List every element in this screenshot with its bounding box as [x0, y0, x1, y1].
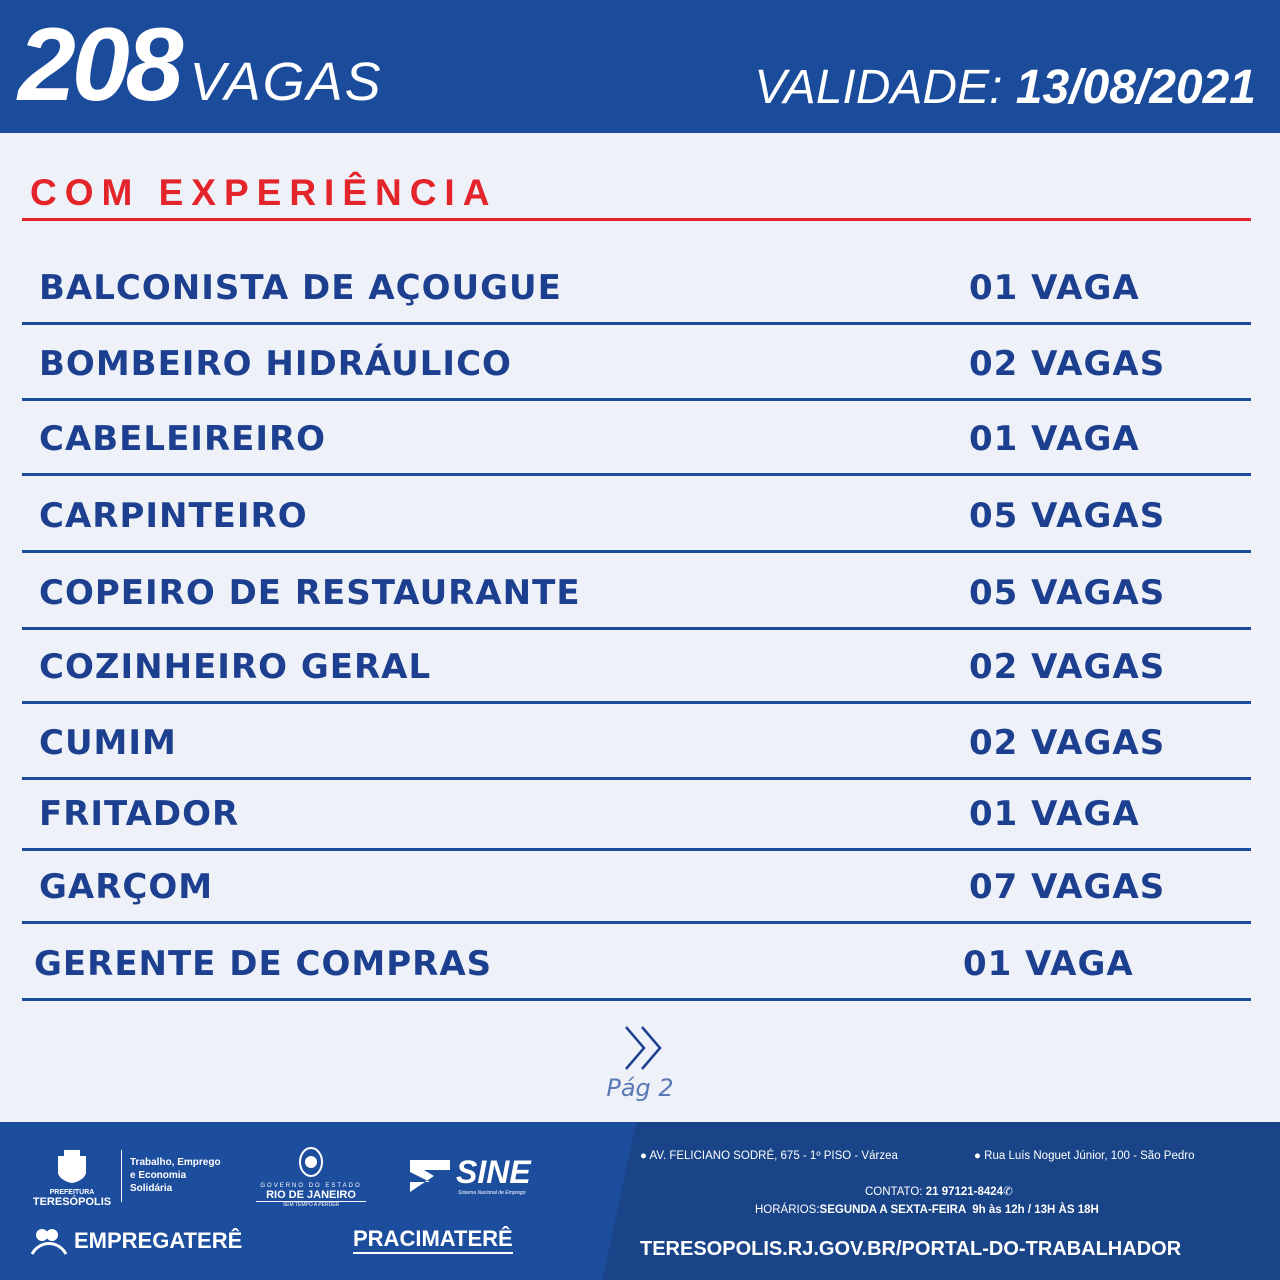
hours-value: SEGUNDA A SEXTA-FEIRA 9h às 12h / 13H ÀS…: [819, 1204, 1099, 1216]
governo-tag: SEM TEMPO A PERDER: [282, 1202, 340, 1208]
job-row: GARÇOM 07 VAGAS: [22, 848, 1251, 924]
job-row: CABELEIREIRO 01 VAGA: [22, 398, 1251, 476]
contact-phone[interactable]: 21 97121-8424: [925, 1186, 1004, 1198]
address-2-text: Rua Luís Noguet Júnior, 100 - São Pedro: [984, 1150, 1195, 1162]
vacancy-count-label: VAGAS: [189, 52, 383, 112]
prefeitura-small: PREFEITURA: [49, 1189, 95, 1196]
portal-link[interactable]: TERESOPOLIS.RJ.GOV.BR/PORTAL-DO-TRABALHA…: [640, 1238, 1182, 1260]
job-title: FRITADOR: [39, 794, 240, 834]
job-openings: 02 VAGAS: [969, 647, 1166, 687]
logo-divider: [121, 1150, 122, 1202]
secretaria-logo: Trabalho, Emprego e Economia Solidária: [130, 1156, 221, 1195]
job-openings: 01 VAGA: [963, 944, 1134, 984]
secretaria-line: Trabalho, Emprego: [130, 1157, 221, 1168]
job-title: CUMIM: [39, 723, 177, 763]
pracimatere-logo: PRACIMATERÊ: [353, 1226, 513, 1254]
job-openings: 01 VAGA: [969, 794, 1140, 834]
vacancy-count: 208: [18, 7, 184, 123]
job-row: FRITADOR 01 VAGA: [22, 777, 1251, 851]
job-title: GARÇOM: [39, 867, 214, 907]
job-row: COPEIRO DE RESTAURANTE 05 VAGAS: [22, 550, 1251, 630]
header: 208 VAGAS VALIDADE: 13/08/2021: [0, 0, 1280, 133]
empregatere-name: EMPREGATERÊ: [74, 1228, 243, 1253]
contact-label: CONTATO:: [865, 1186, 923, 1198]
job-title: GERENTE DE COMPRAS: [34, 944, 493, 984]
governo-logo: GOVERNO DO ESTADO RIO DE JANEIRO SEM TEM…: [256, 1144, 366, 1208]
coat-of-arms-icon: [58, 1150, 86, 1183]
job-openings: 01 VAGA: [969, 268, 1140, 308]
footer: PREFEITURA TERESÓPOLIS Trabalho, Emprego…: [0, 1122, 1280, 1280]
hours-label: HORÁRIOS:: [755, 1204, 820, 1216]
page-label[interactable]: Pág 2: [606, 1074, 674, 1102]
validity: VALIDADE: 13/08/2021: [754, 60, 1256, 115]
secretaria-line: Solidária: [130, 1183, 173, 1194]
governo-name: RIO DE JANEIRO: [256, 1189, 366, 1202]
contact: CONTATO: 21 97121-8424✆: [865, 1184, 1013, 1198]
sine-name: SINE: [456, 1154, 531, 1190]
sine-sub: Sistema Nacional de Emprego: [458, 1190, 526, 1196]
whatsapp-icon: ✆: [1003, 1186, 1013, 1198]
address-1: ● AV. FELICIANO SODRÉ, 675 - 1º PISO - V…: [640, 1150, 898, 1162]
job-title: CABELEIREIRO: [39, 419, 327, 459]
job-title: CARPINTEIRO: [39, 496, 308, 536]
governo-small: GOVERNO DO ESTADO: [260, 1183, 362, 1189]
job-title: COPEIRO DE RESTAURANTE: [39, 573, 581, 613]
job-row: BALCONISTA DE AÇOUGUE 01 VAGA: [22, 246, 1251, 325]
prefeitura-name: TERESÓPOLIS: [32, 1196, 112, 1208]
job-openings: 05 VAGAS: [969, 496, 1166, 536]
location-pin-icon: ●: [974, 1150, 981, 1162]
vacancy-brand: 208 VAGAS: [18, 10, 383, 120]
job-row: COZINHEIRO GERAL 02 VAGAS: [22, 627, 1251, 704]
job-openings: 01 VAGA: [969, 419, 1140, 459]
job-row: BOMBEIRO HIDRÁULICO 02 VAGAS: [22, 322, 1251, 401]
double-chevron-right-icon[interactable]: [622, 1024, 668, 1076]
job-openings: 02 VAGAS: [969, 723, 1166, 763]
address-2: ● Rua Luís Noguet Júnior, 100 - São Pedr…: [974, 1150, 1195, 1162]
secretaria-line: e Economia: [130, 1170, 187, 1181]
people-icon: [30, 1229, 68, 1255]
job-title: BOMBEIRO HIDRÁULICO: [39, 344, 512, 384]
section-title: COM EXPERIÊNCIA: [30, 172, 498, 213]
job-row: CUMIM 02 VAGAS: [22, 701, 1251, 780]
sine-s-icon: [410, 1160, 450, 1192]
job-openings: 07 VAGAS: [969, 867, 1166, 907]
hours: HORÁRIOS:SEGUNDA A SEXTA-FEIRA 9h às 12h…: [755, 1204, 1099, 1216]
job-row: CARPINTEIRO 05 VAGAS: [22, 473, 1251, 553]
validity-label: VALIDADE:: [754, 61, 1003, 114]
job-openings: 02 VAGAS: [969, 344, 1166, 384]
empregatere-logo: EMPREGATERÊ: [30, 1226, 242, 1256]
job-title: BALCONISTA DE AÇOUGUE: [39, 268, 562, 308]
job-openings: 05 VAGAS: [969, 573, 1166, 613]
validity-date: 13/08/2021: [1015, 61, 1256, 114]
job-title: COZINHEIRO GERAL: [39, 647, 432, 687]
state-seal-icon: [299, 1147, 323, 1177]
prefeitura-logo: PREFEITURA TERESÓPOLIS: [30, 1148, 114, 1208]
address-1-text: AV. FELICIANO SODRÉ, 675 - 1º PISO - Vár…: [649, 1150, 898, 1162]
section-divider: [22, 218, 1251, 221]
job-row: GERENTE DE COMPRAS 01 VAGA: [22, 921, 1251, 1001]
location-pin-icon: ●: [640, 1150, 647, 1162]
